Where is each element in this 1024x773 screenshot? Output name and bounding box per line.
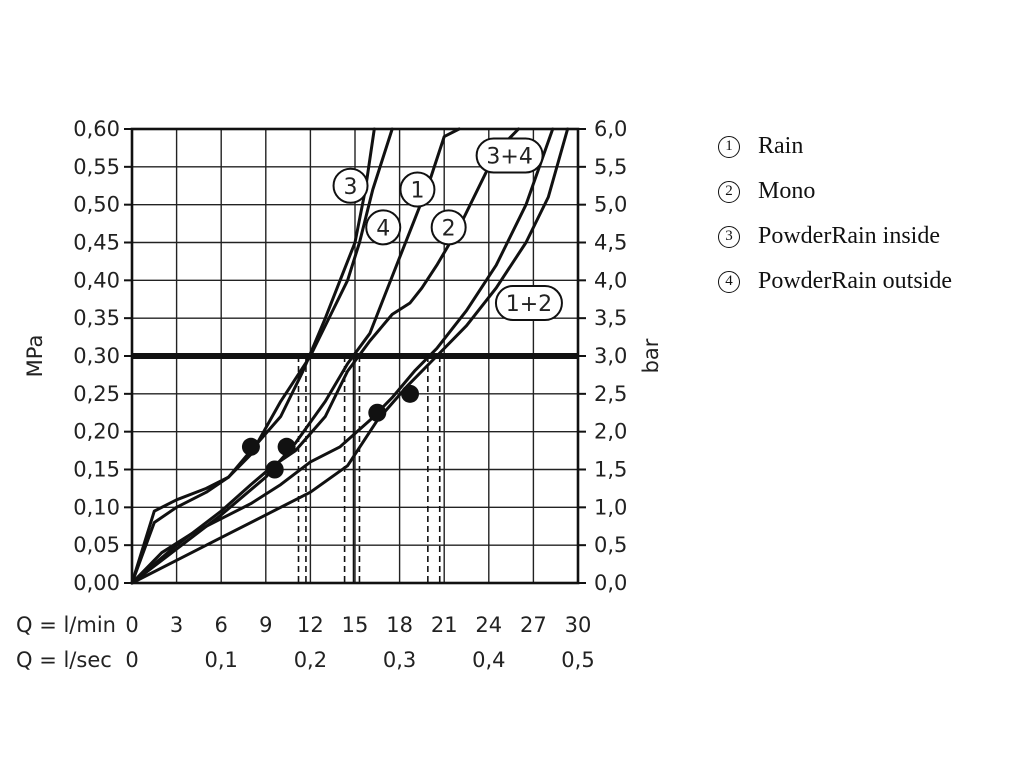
x-tick-label-lsec: 0 <box>125 648 138 672</box>
x-tick-label-lmin: 0 <box>125 613 138 637</box>
x-tick-label-lsec: 0,4 <box>472 648 505 672</box>
operating-point-marker <box>241 437 260 456</box>
y-right-tick-label: 2,5 <box>594 382 627 406</box>
series-line-1+2 <box>130 127 570 585</box>
legend-number: 4 <box>718 270 740 293</box>
x-tick-label-lmin: 30 <box>565 613 592 637</box>
y-right-tick-label: 5,0 <box>594 193 627 217</box>
legend-item-powderrain-inside: 3 PowderRain inside <box>718 214 952 259</box>
x-tick-label-lmin: 9 <box>259 613 272 637</box>
curve-label-2: 2 <box>442 216 456 241</box>
y-left-tick-label: 0,40 <box>73 268 120 292</box>
curve-label-badge <box>494 285 563 322</box>
curve-label-3: 3 <box>344 175 358 200</box>
y-left-tick-label: 0,00 <box>73 571 120 595</box>
y-right-axis-label: bar <box>639 338 663 373</box>
curve-label-badge <box>332 167 369 204</box>
series-line-4 <box>130 127 394 585</box>
y-right-tick-label: 1,5 <box>594 458 627 482</box>
y-right-tick-label: 3,0 <box>594 344 627 368</box>
x-tick-label-lmin: 27 <box>520 613 547 637</box>
y-left-tick-label: 0,30 <box>73 344 120 368</box>
y-left-tick-label: 0,25 <box>73 382 120 406</box>
y-left-tick-label: 0,05 <box>73 533 120 557</box>
legend-number: 3 <box>718 225 740 248</box>
curve-label-3+4: 3+4 <box>486 144 532 169</box>
x-tick-label-lsec: 0,2 <box>294 648 327 672</box>
x-axis-label-lmin: Q = l/min <box>16 613 116 637</box>
x-tick-label-lmin: 3 <box>170 613 183 637</box>
y-left-tick-label: 0,50 <box>73 193 120 217</box>
curve-label-badge <box>430 209 467 246</box>
curve-label-4: 4 <box>376 216 390 241</box>
x-tick-label-lsec: 0,5 <box>561 648 594 672</box>
x-tick-label-lmin: 21 <box>431 613 458 637</box>
y-right-tick-label: 0,5 <box>594 533 627 557</box>
x-tick-label-lsec: 0,1 <box>204 648 237 672</box>
series-line-3 <box>130 127 376 585</box>
x-tick-label-lmin: 24 <box>475 613 502 637</box>
y-left-tick-label: 0,55 <box>73 155 120 179</box>
y-right-tick-label: 6,0 <box>594 117 627 141</box>
legend-item-mono: 2 Mono <box>718 169 952 214</box>
y-left-axis-label: MPa <box>23 335 47 378</box>
series-line-2 <box>130 127 520 585</box>
operating-point-marker <box>401 384 420 403</box>
legend-label: Mono <box>758 178 816 204</box>
series-line-3+4 <box>130 127 555 585</box>
y-left-tick-label: 0,20 <box>73 420 120 444</box>
x-tick-label-lsec: 0,3 <box>383 648 416 672</box>
y-right-tick-label: 3,5 <box>594 306 627 330</box>
x-tick-label-lmin: 18 <box>386 613 413 637</box>
y-right-tick-label: 1,0 <box>594 495 627 519</box>
y-left-tick-label: 0,60 <box>73 117 120 141</box>
x-tick-label-lmin: 15 <box>342 613 369 637</box>
legend-number: 2 <box>718 180 740 203</box>
x-axis-label-lsec: Q = l/sec <box>16 648 112 672</box>
operating-point-marker <box>277 437 296 456</box>
x-tick-label-lmin: 6 <box>215 613 228 637</box>
y-right-tick-label: 4,0 <box>594 268 627 292</box>
y-right-tick-label: 0,0 <box>594 571 627 595</box>
legend-label: PowderRain inside <box>758 223 940 249</box>
curve-label-badge <box>365 209 402 246</box>
y-left-tick-label: 0,45 <box>73 231 120 255</box>
y-right-tick-label: 4,5 <box>594 231 627 255</box>
y-left-tick-label: 0,35 <box>73 306 120 330</box>
legend-item-powderrain-outside: 4 PowderRain outside <box>718 259 952 304</box>
curve-label-badge <box>399 171 436 208</box>
legend-label: Rain <box>758 133 804 159</box>
y-right-tick-label: 5,5 <box>594 155 627 179</box>
operating-point-marker <box>265 460 284 479</box>
curve-label-1: 1 <box>410 179 424 204</box>
y-right-tick-label: 2,0 <box>594 420 627 444</box>
operating-point-marker <box>368 403 387 422</box>
curve-label-1+2: 1+2 <box>506 292 552 317</box>
y-left-tick-label: 0,15 <box>73 458 120 482</box>
legend: 1 Rain 2 Mono 3 PowderRain inside 4 Powd… <box>718 124 952 304</box>
curve-label-badge <box>475 137 544 174</box>
legend-item-rain: 1 Rain <box>718 124 952 169</box>
legend-number: 1 <box>718 135 740 158</box>
legend-label: PowderRain outside <box>758 268 952 294</box>
y-left-tick-label: 0,10 <box>73 495 120 519</box>
x-tick-label-lmin: 12 <box>297 613 324 637</box>
